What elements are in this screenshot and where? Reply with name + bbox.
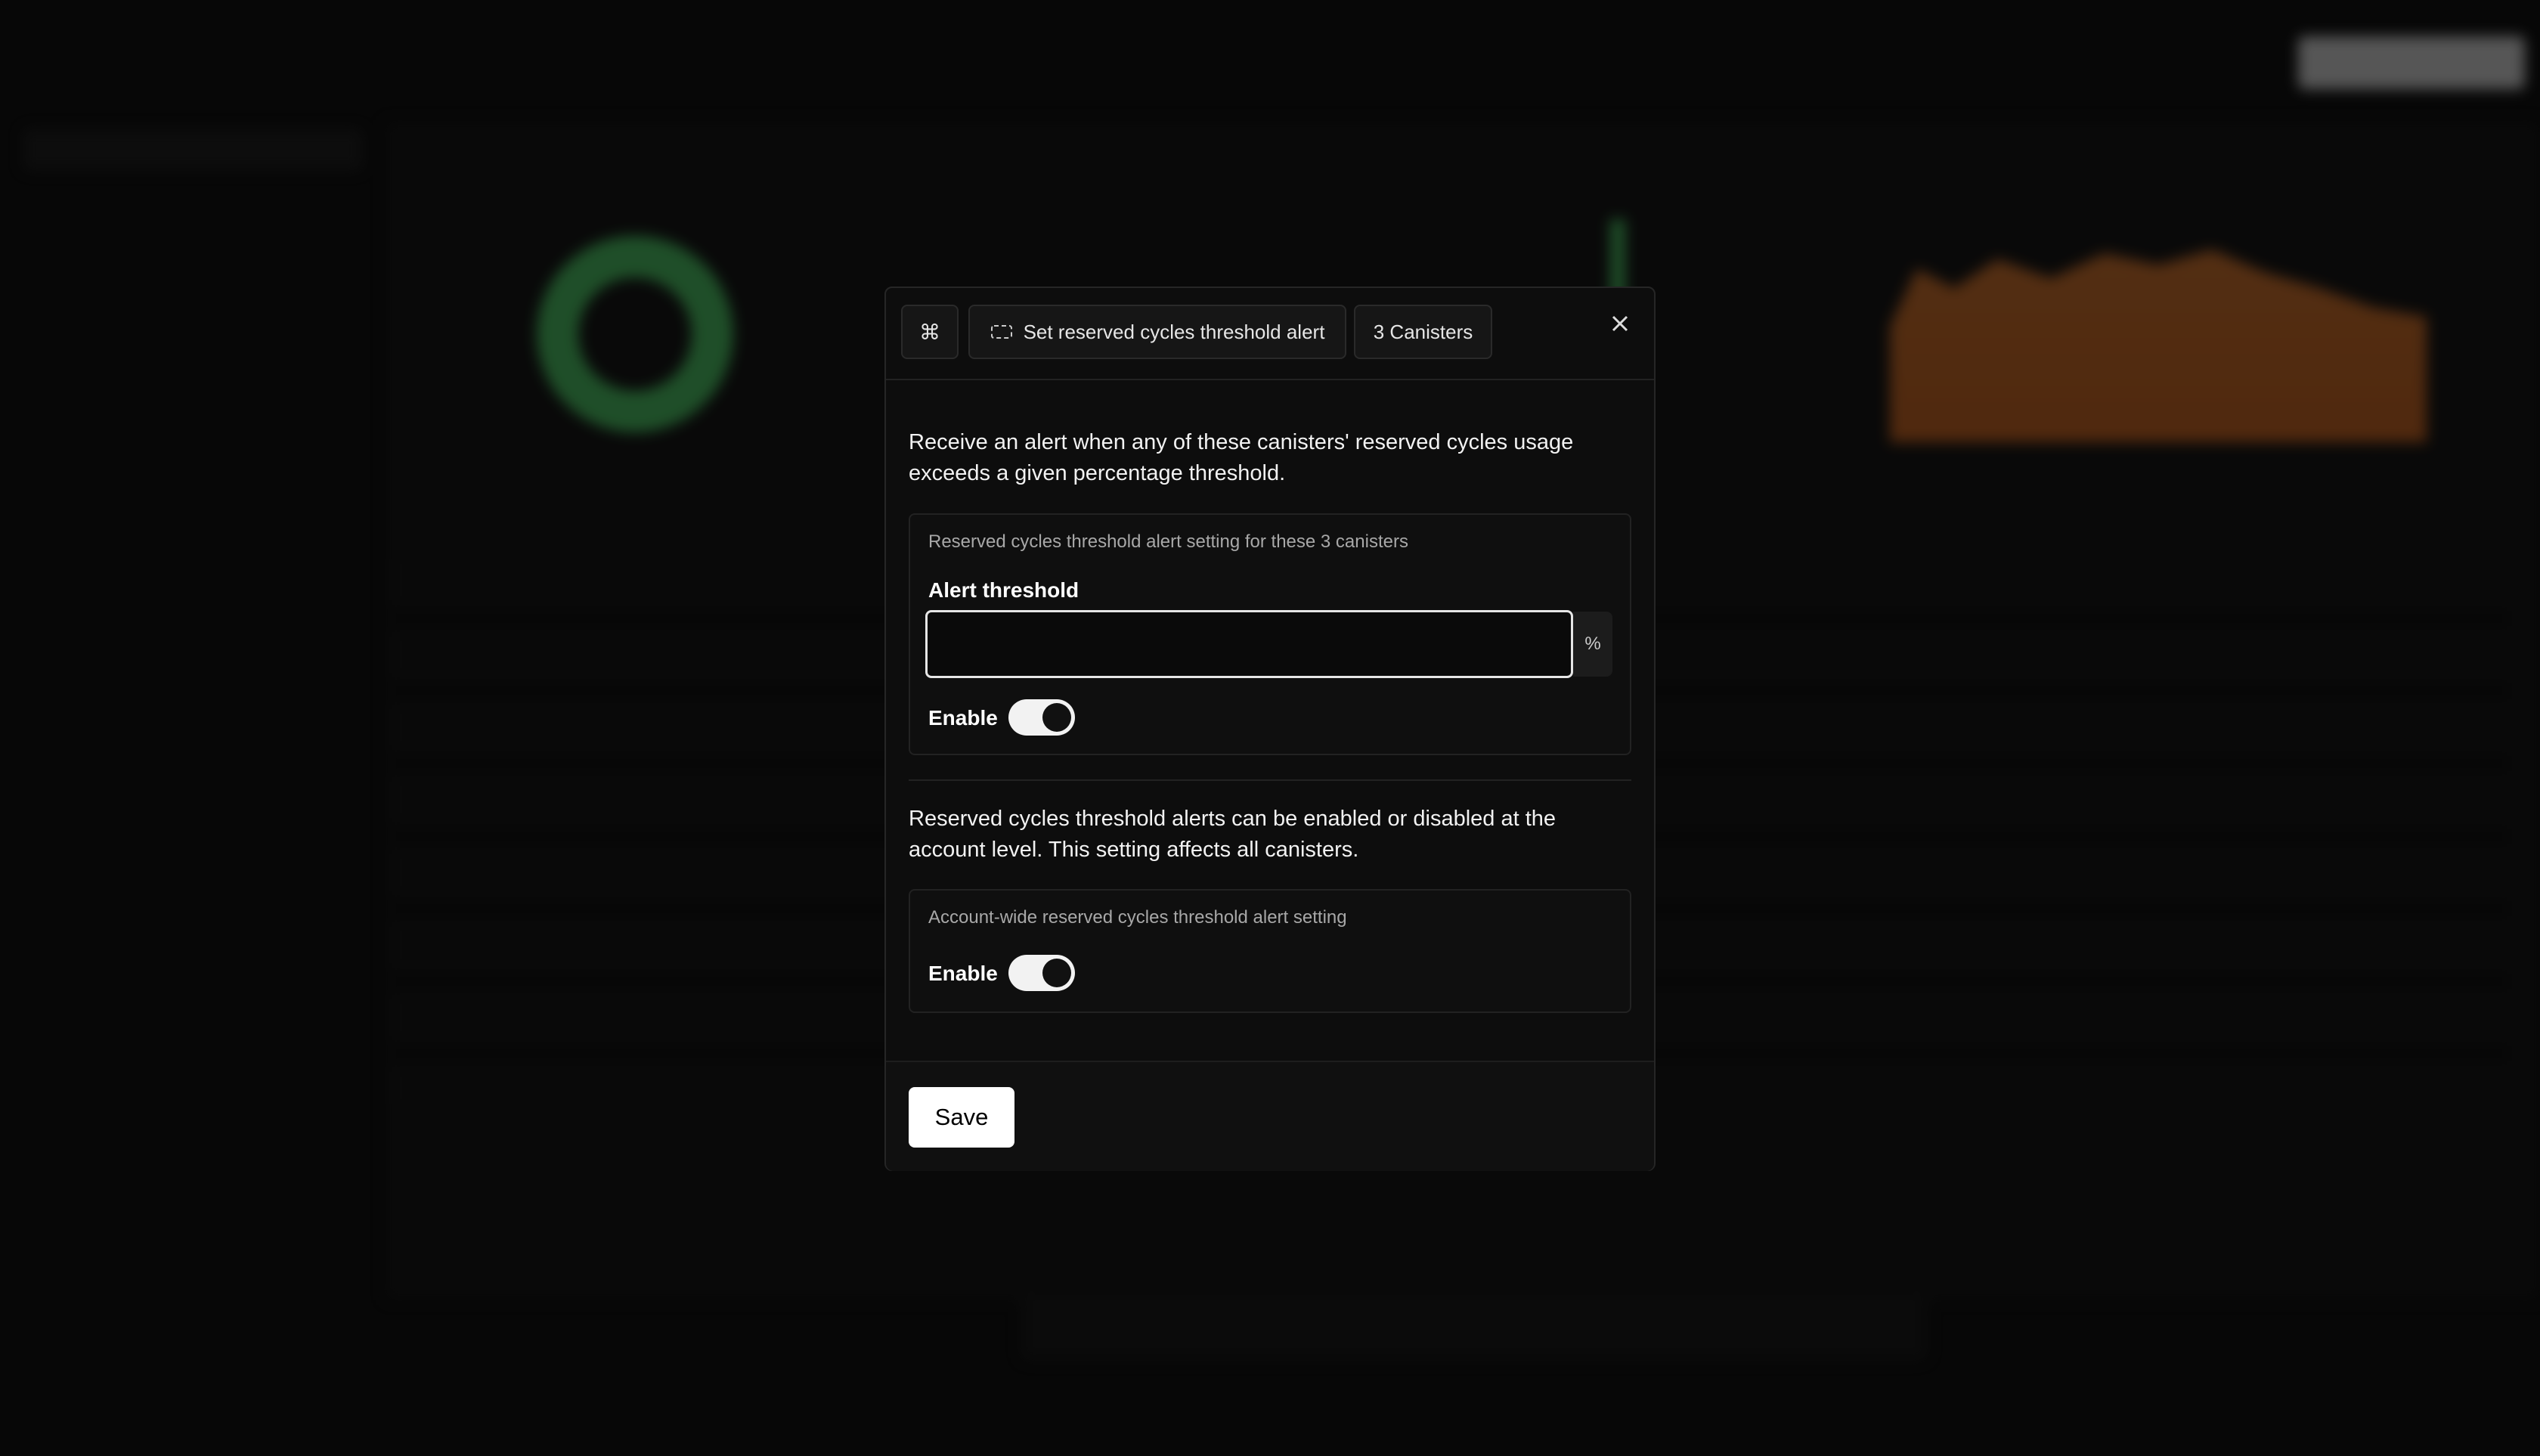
scope-chip: 3 Canisters <box>1354 305 1492 359</box>
shortcut-chip: ⌘ <box>901 305 959 359</box>
unit: % <box>1573 612 1612 677</box>
sidebar-item <box>23 129 363 171</box>
modal: ⌘ Set reserved cycles threshold alert 3 … <box>884 287 1656 1171</box>
toggle[interactable] <box>1008 955 1075 991</box>
title-chip: Set reserved cycles threshold alert <box>968 305 1346 359</box>
action-bar <box>1021 1293 1928 1361</box>
account-setting: Account-wide reserved cycles threshold a… <box>909 889 1631 1013</box>
description: Receive an alert when any of these canis… <box>909 430 1574 485</box>
toggle[interactable] <box>1008 699 1075 736</box>
primary-button <box>2298 36 2525 89</box>
divider <box>909 779 1631 781</box>
field-label: Alert threshold <box>928 578 1080 602</box>
toggle-label: Enable <box>928 962 998 985</box>
canister-setting: Reserved cycles threshold alert setting … <box>909 513 1631 755</box>
header-divider <box>886 379 1654 380</box>
caption: Account-wide reserved cycles threshold a… <box>928 907 1347 928</box>
save-button[interactable]: Save <box>909 1087 1014 1148</box>
account-description: Reserved cycles threshold alerts can be … <box>909 807 1557 862</box>
title-icon <box>990 325 1012 339</box>
caption: Reserved cycles threshold alert setting … <box>928 531 1408 552</box>
toggle-label: Enable <box>928 706 998 730</box>
threshold-input[interactable] <box>925 610 1573 678</box>
close-button[interactable] <box>1610 314 1630 333</box>
footer <box>886 1061 1654 1171</box>
modal-title: Set reserved cycles threshold alert <box>1023 320 1325 343</box>
